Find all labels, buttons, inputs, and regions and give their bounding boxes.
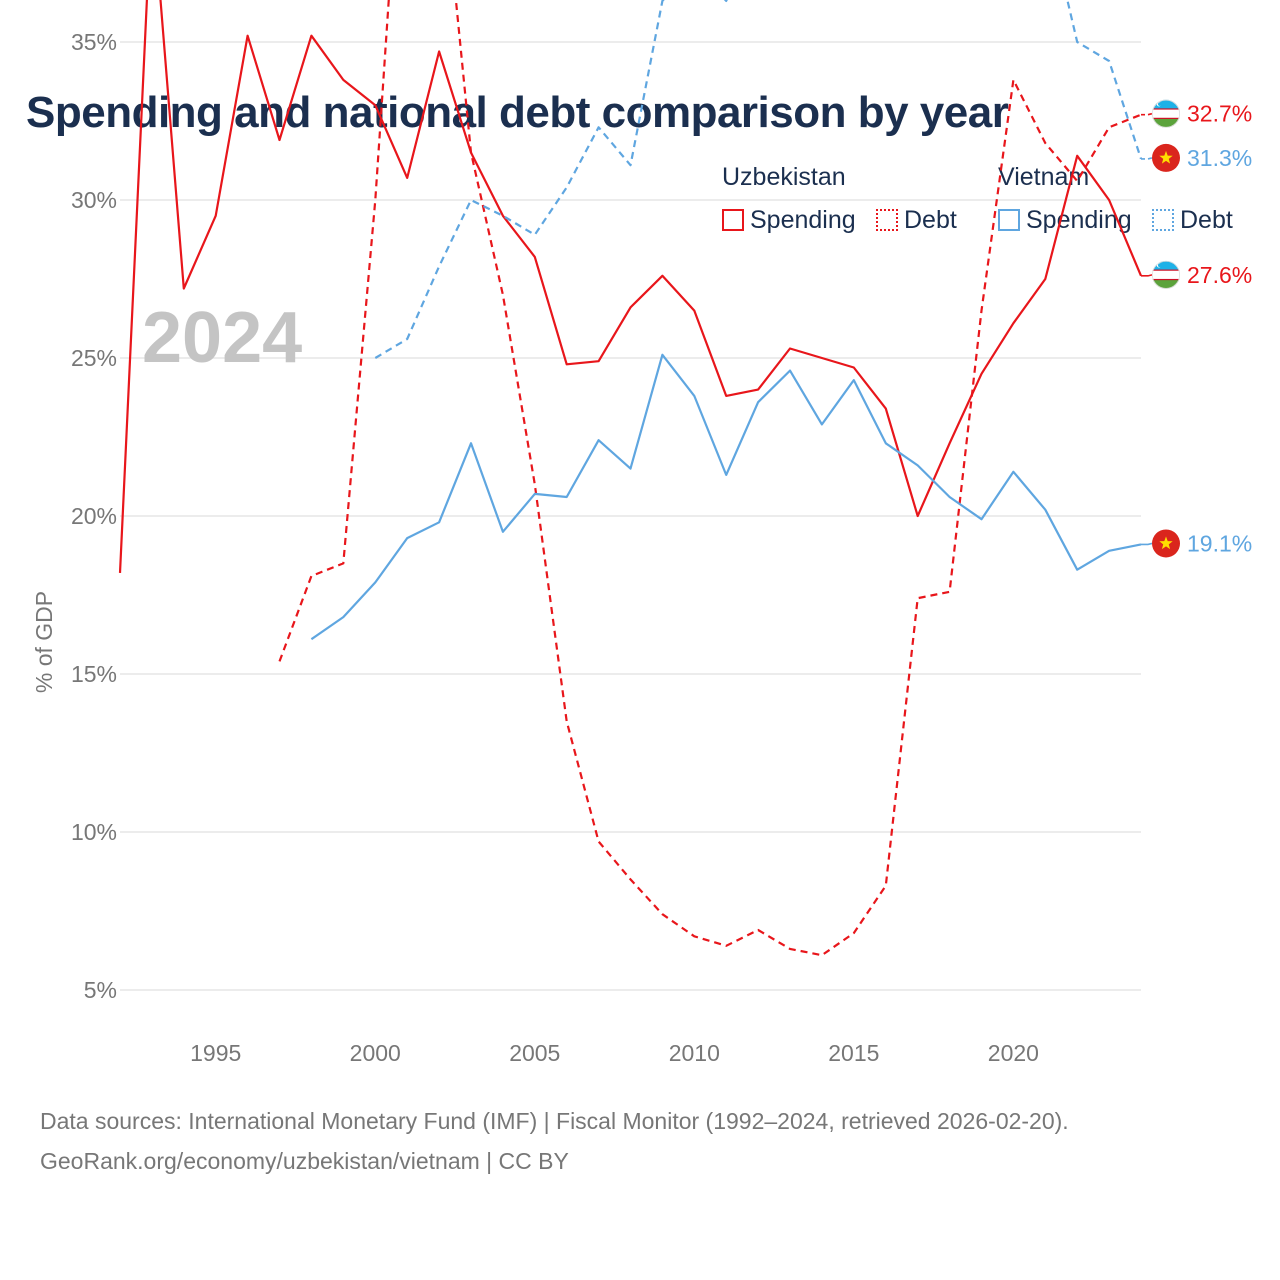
legend-item-uzbekistan-spending[interactable]: Spending	[722, 204, 856, 236]
end-markers: 32.7% 31.3% 27.6% 19.1%	[1141, 99, 1252, 558]
x-tick-label: 2020	[988, 1040, 1039, 1066]
end-value-label-uzbekistan-spending: 27.6%	[1187, 262, 1252, 288]
legend-group-uzbekistan: Uzbekistan	[722, 163, 846, 191]
y-tick-label: 25%	[71, 345, 117, 371]
series-lines	[118, 0, 1143, 957]
end-value-label-vietnam-debt: 31.3%	[1187, 145, 1252, 171]
legend-swatch-dotted-blue	[1152, 209, 1174, 231]
legend-swatch-solid-blue	[998, 209, 1020, 231]
legend-label-uzbekistan-spending: Spending	[750, 205, 856, 234]
end-connector	[1141, 274, 1153, 277]
x-tick-label: 2000	[350, 1040, 401, 1066]
legend-label-uzbekistan-debt: Debt	[904, 205, 957, 234]
series-line-uzbekistan-debt	[278, 0, 1142, 957]
end-value-label-uzbekistan-debt: 32.7%	[1187, 101, 1252, 127]
chart-title: Spending and national debt comparison by…	[26, 88, 1009, 137]
vietnam-flag-icon	[1152, 529, 1180, 558]
x-tick-label: 2015	[828, 1040, 879, 1066]
y-tick-label: 20%	[71, 503, 117, 529]
uzbekistan-flag-icon	[1151, 260, 1181, 289]
y-axis-label: % of GDP	[31, 591, 57, 693]
y-tick-label: 35%	[71, 29, 117, 55]
y-tick-label: 5%	[84, 977, 117, 1003]
legend-swatch-dotted-red	[876, 209, 898, 231]
legend-swatch-solid-red	[722, 209, 744, 231]
year-watermark: 2024	[142, 298, 302, 378]
vietnam-flag-icon	[1152, 143, 1180, 172]
end-value-label-vietnam-spending: 19.1%	[1187, 530, 1252, 556]
series-line-uzbekistan-spending	[118, 0, 1143, 573]
y-axis-ticks: 5%10%15%20%25%30%35%40%45%	[71, 29, 117, 1003]
y-tick-label: 15%	[71, 661, 117, 687]
x-tick-label: 2010	[669, 1040, 720, 1066]
uzbekistan-flag-icon	[1151, 99, 1181, 128]
legend-item-uzbekistan-debt[interactable]: Debt	[876, 204, 957, 236]
y-tick-label: 30%	[71, 187, 117, 213]
x-axis-ticks: 1995 2000 2005 2010 2015 2020	[190, 1040, 1039, 1066]
legend-label-vietnam-debt: Debt	[1180, 205, 1233, 234]
footer-sources: Data sources: International Monetary Fun…	[40, 1108, 1069, 1134]
footer-credit: GeoRank.org/economy/uzbekistan/vietnam |…	[40, 1148, 569, 1174]
end-connector	[1141, 542, 1153, 546]
series-line-vietnam-spending	[310, 353, 1142, 641]
legend-item-vietnam-debt[interactable]: Debt	[1152, 204, 1233, 236]
y-tick-label: 10%	[71, 819, 117, 845]
x-tick-label: 2005	[509, 1040, 560, 1066]
end-connector	[1141, 112, 1153, 116]
end-connector	[1141, 157, 1153, 160]
gridlines	[120, 41, 1141, 991]
x-tick-label: 1995	[190, 1040, 241, 1066]
